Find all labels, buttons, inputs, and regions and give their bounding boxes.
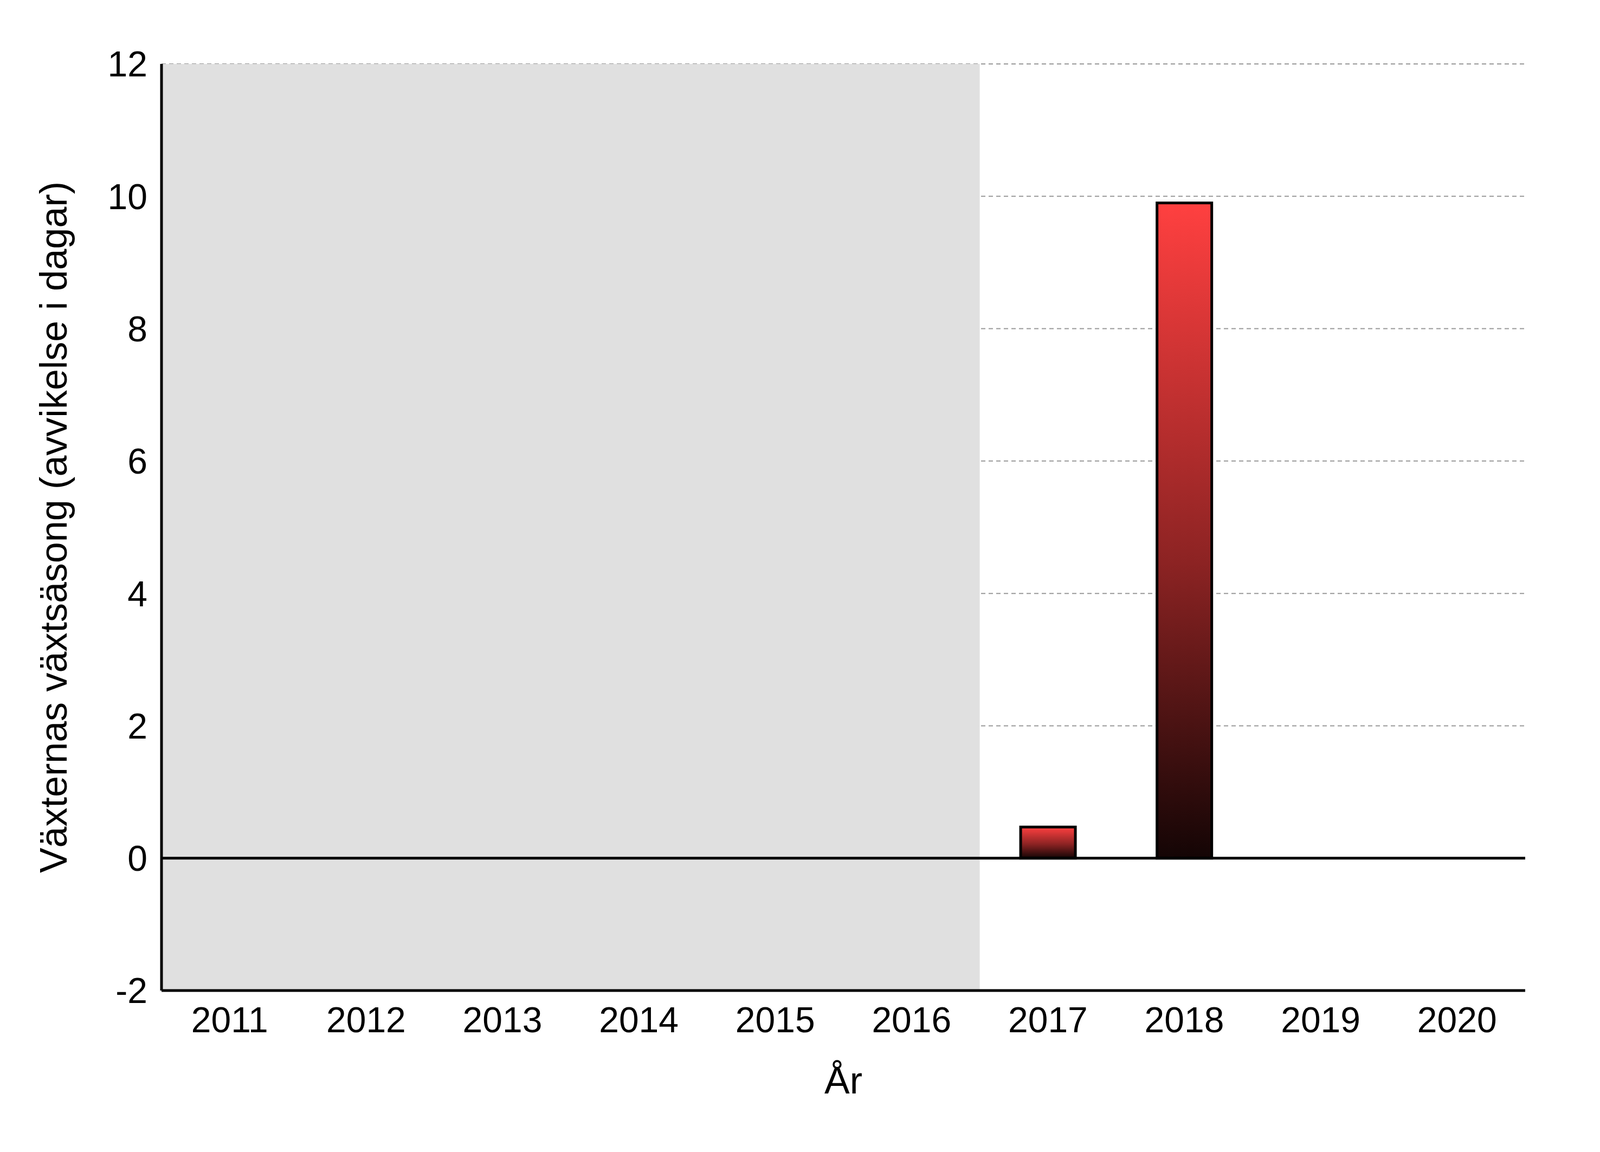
svg-text:12: 12 xyxy=(107,43,148,85)
svg-text:8: 8 xyxy=(127,308,148,350)
svg-text:2020: 2020 xyxy=(1417,1000,1498,1041)
svg-text:2015: 2015 xyxy=(735,1000,816,1041)
svg-text:Växternas växtsäsong (avvikels: Växternas växtsäsong (avvikelse i dagar) xyxy=(32,181,75,874)
svg-text:2011: 2011 xyxy=(191,1000,269,1041)
svg-text:2016: 2016 xyxy=(871,1000,952,1041)
svg-text:2017: 2017 xyxy=(1008,1000,1088,1041)
svg-text:6: 6 xyxy=(127,441,148,482)
svg-text:2: 2 xyxy=(127,706,148,747)
svg-text:År: År xyxy=(824,1059,863,1102)
svg-text:2012: 2012 xyxy=(326,1000,406,1041)
svg-text:2018: 2018 xyxy=(1144,1000,1225,1041)
svg-text:0: 0 xyxy=(127,838,148,879)
svg-text:2013: 2013 xyxy=(462,1000,543,1041)
svg-text:2014: 2014 xyxy=(598,1000,679,1041)
svg-text:4: 4 xyxy=(127,573,148,615)
svg-text:-2: -2 xyxy=(115,970,148,1011)
svg-text:2019: 2019 xyxy=(1280,1000,1361,1041)
svg-text:10: 10 xyxy=(107,176,148,217)
